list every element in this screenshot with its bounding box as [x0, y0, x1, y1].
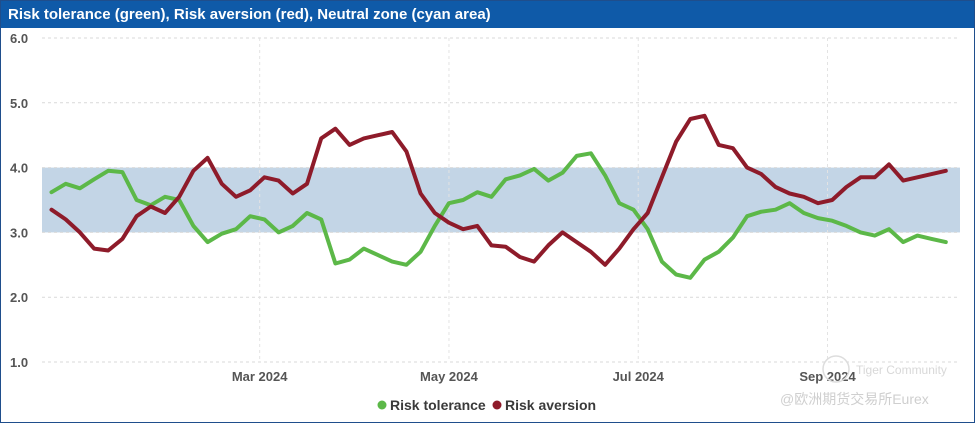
- x-tick-label: May 2024: [420, 369, 479, 384]
- legend-aversion-label: Risk aversion: [505, 397, 596, 413]
- x-tick-label: Sep 2024: [799, 369, 856, 384]
- watermark-line1: Tiger Community: [856, 363, 947, 377]
- legend-tolerance-label: Risk tolerance: [390, 397, 486, 413]
- series-line-tolerance: [49, 151, 948, 280]
- watermark: Tiger Community @欧洲期货交易所Eurex: [780, 355, 947, 407]
- legend: Risk tolerance Risk aversion: [377, 397, 596, 413]
- legend-tolerance-marker: [377, 400, 387, 410]
- series-line-aversion: [49, 113, 948, 267]
- chart-title: Risk tolerance (green), Risk aversion (r…: [1, 1, 974, 28]
- y-tick-label: 4.0: [10, 161, 28, 176]
- x-tick-label: Jul 2024: [613, 369, 665, 384]
- y-tick-label: 3.0: [10, 225, 28, 240]
- watermark-line2: @欧洲期货交易所Eurex: [780, 391, 929, 407]
- y-tick-label: 5.0: [10, 96, 28, 111]
- y-tick-label: 6.0: [10, 31, 28, 46]
- watermark-logo-icon: [822, 355, 850, 383]
- x-tick-label: Mar 2024: [232, 369, 288, 384]
- y-tick-label: 1.0: [10, 355, 28, 370]
- y-tick-label: 2.0: [10, 290, 28, 305]
- y-axis: 6.0 5.0 4.0 3.0 2.0 1.0: [10, 31, 28, 370]
- x-axis: Mar 2024 May 2024 Jul 2024 Sep 2024: [232, 369, 857, 384]
- legend-aversion-marker: [492, 400, 502, 410]
- series-layer: [49, 113, 948, 280]
